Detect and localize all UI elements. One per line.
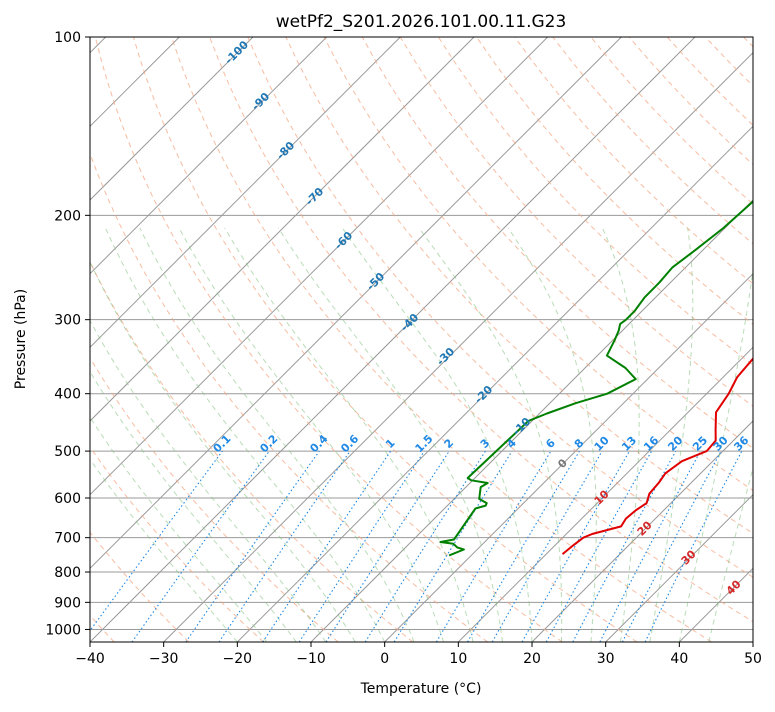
x-tick-label: −20 xyxy=(223,651,253,667)
x-tick-label: −30 xyxy=(149,651,179,667)
y-tick-label: 200 xyxy=(54,208,81,224)
x-axis-ticks: −40 −30 −20 −10 0 10 20 30 40 50 xyxy=(75,642,762,667)
x-tick-label: 30 xyxy=(597,651,615,667)
y-tick-label: 600 xyxy=(54,491,81,507)
y-tick-label: 700 xyxy=(54,531,81,547)
x-axis-label: Temperature (°C) xyxy=(360,681,482,697)
isotherm-line xyxy=(753,37,775,642)
x-tick-label: 0 xyxy=(380,651,389,667)
y-tick-label: 1000 xyxy=(45,622,81,638)
y-axis-ticks: 100 200 300 400 500 600 700 800 900 1000 xyxy=(45,30,90,638)
y-tick-label: 400 xyxy=(54,387,81,403)
x-tick-label: 20 xyxy=(523,651,541,667)
y-tick-label: 100 xyxy=(54,30,81,46)
x-tick-label: −10 xyxy=(296,651,326,667)
y-axis-label: Pressure (hPa) xyxy=(13,289,29,389)
x-tick-label: 40 xyxy=(670,651,688,667)
y-tick-label: 500 xyxy=(54,444,81,460)
x-tick-label: 50 xyxy=(744,651,762,667)
y-tick-label: 800 xyxy=(54,565,81,581)
chart-title: wetPf2_S201.2026.101.00.11.G23 xyxy=(276,12,567,32)
x-tick-label: −40 xyxy=(75,651,105,667)
y-tick-label: 900 xyxy=(54,595,81,611)
y-tick-label: 300 xyxy=(54,313,81,329)
x-tick-label: 10 xyxy=(449,651,467,667)
plot-area xyxy=(90,37,753,642)
